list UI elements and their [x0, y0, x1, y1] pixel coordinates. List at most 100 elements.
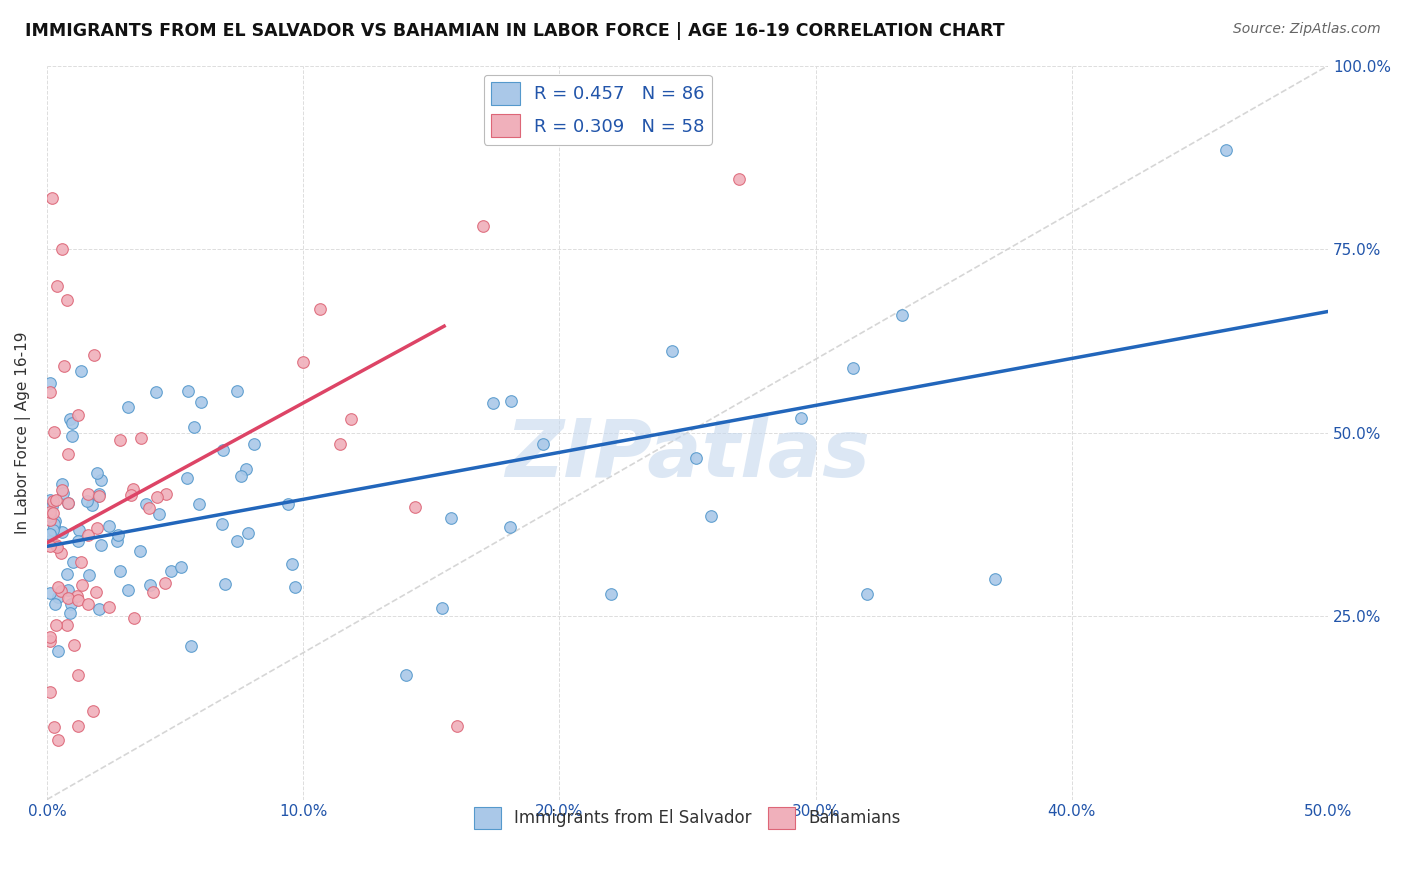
Point [856, 587, 879, 601]
Point [59, 606, 82, 620]
Y-axis label: In Labor Force | Age 16-19: In Labor Force | Age 16-19 [15, 331, 31, 533]
Point [404, 500, 426, 514]
Point [145, 384, 167, 399]
Point [86, 520, 108, 534]
Point [46, 581, 69, 595]
Point [235, 462, 257, 476]
Point [131, 431, 153, 445]
Point [176, 384, 198, 398]
Point [107, 528, 129, 542]
Point [160, 564, 183, 578]
Point [789, 411, 811, 425]
Point [45, 492, 67, 507]
Point [49, 546, 72, 560]
Point [66, 719, 89, 733]
Point [44, 425, 66, 439]
Point [52, 359, 75, 373]
Point [66, 408, 89, 422]
Point [55, 618, 77, 632]
Point [129, 544, 152, 558]
Point [155, 487, 177, 501]
Point [66, 668, 89, 682]
Point [38, 513, 60, 527]
Point [142, 584, 165, 599]
Point [87, 489, 110, 503]
Point [117, 400, 139, 414]
Point [45, 538, 67, 552]
Point [277, 497, 299, 511]
Point [446, 719, 468, 733]
Point [38, 508, 60, 522]
Point [146, 490, 169, 504]
Point [501, 394, 523, 409]
Point [117, 582, 139, 597]
Point [46, 644, 69, 658]
Point [599, 125, 621, 139]
Point [82, 498, 104, 512]
Point [41, 191, 63, 205]
Point [59, 597, 82, 611]
Point [58, 496, 80, 510]
Point [44, 517, 66, 532]
Point [229, 469, 252, 483]
Point [51, 476, 73, 491]
Point [38, 586, 60, 600]
Point [180, 639, 202, 653]
Point [700, 509, 723, 524]
Point [135, 497, 157, 511]
Point [90, 473, 112, 487]
Point [51, 483, 73, 497]
Point [66, 592, 89, 607]
Point [236, 526, 259, 541]
Point [90, 538, 112, 552]
Point [38, 508, 60, 523]
Point [984, 572, 1007, 586]
Point [77, 528, 100, 542]
Point [38, 684, 60, 698]
Point [46, 591, 69, 605]
Point [39, 527, 62, 541]
Text: Source: ZipAtlas.com: Source: ZipAtlas.com [1233, 22, 1381, 37]
Point [52, 486, 75, 500]
Point [66, 589, 89, 603]
Point [499, 520, 522, 534]
Point [76, 494, 98, 508]
Point [87, 489, 110, 503]
Point [339, 412, 361, 426]
Point [211, 443, 233, 458]
Point [41, 499, 63, 513]
Point [190, 395, 212, 409]
Point [661, 344, 683, 359]
Point [292, 355, 315, 369]
Point [83, 348, 105, 362]
Point [108, 433, 131, 447]
Point [395, 667, 418, 681]
Point [1215, 143, 1237, 157]
Point [56, 582, 79, 597]
Point [153, 576, 176, 591]
Point [120, 488, 142, 502]
Point [148, 507, 170, 521]
Point [38, 539, 60, 553]
Point [70, 577, 93, 591]
Point [51, 524, 73, 539]
Point [86, 467, 108, 481]
Point [59, 411, 82, 425]
Point [51, 242, 73, 256]
Point [531, 436, 554, 450]
Point [56, 293, 79, 308]
Point [225, 384, 247, 398]
Point [471, 219, 494, 233]
Point [38, 492, 60, 507]
Point [329, 437, 352, 451]
Point [44, 597, 66, 611]
Point [38, 501, 60, 516]
Point [84, 584, 107, 599]
Text: IMMIGRANTS FROM EL SALVADOR VS BAHAMIAN IN LABOR FORCE | AGE 16-19 CORRELATION C: IMMIGRANTS FROM EL SALVADOR VS BAHAMIAN … [25, 22, 1005, 40]
Point [56, 447, 79, 461]
Point [139, 578, 162, 592]
Point [309, 301, 332, 316]
Point [38, 634, 60, 648]
Point [284, 580, 307, 594]
Point [890, 308, 912, 322]
